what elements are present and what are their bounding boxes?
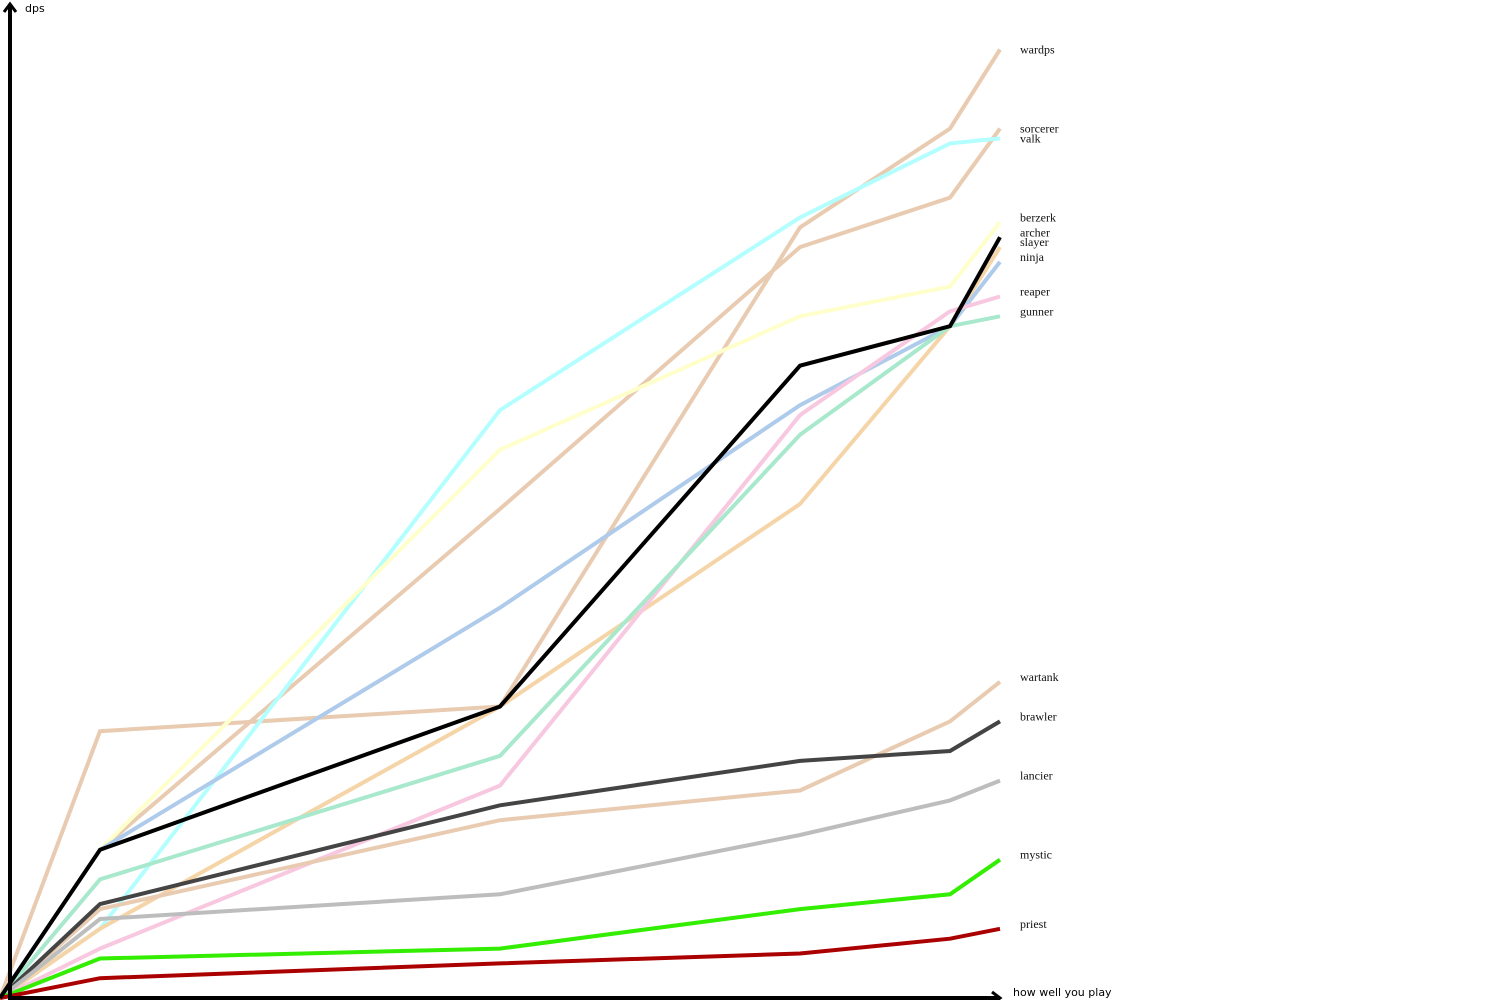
series-label-gunner: gunner [1020, 304, 1053, 318]
series-line-ninja [0, 260, 1002, 1000]
series-label-berzerk: berzerk [1020, 211, 1056, 225]
series-label-lancier: lancier [1020, 769, 1053, 783]
y-axis-arrow-icon [2, 1, 18, 13]
series-label-wardps: wardps [1020, 43, 1055, 57]
series-label-priest: priest [1020, 917, 1047, 931]
series-line-valk [0, 136, 1001, 1000]
series-line-mystic [0, 858, 1002, 1000]
series-label-brawler: brawler [1020, 709, 1057, 723]
series-line-berzerk [0, 221, 1002, 1000]
axes: dps how well you play [2, 1, 1112, 1000]
series-label-sorcerer: sorcerer [1020, 122, 1059, 136]
series-label-reaper: reaper [1020, 285, 1050, 299]
series-label-ninja: ninja [1020, 250, 1045, 264]
series-label-slayer: slayer [1020, 235, 1049, 249]
series-label-valk: valk [1020, 131, 1041, 145]
series-line-lancier [0, 778, 1001, 1000]
series-line-priest [0, 926, 1001, 1000]
series-line-gunner [0, 314, 1001, 1000]
series-line-brawler [0, 719, 1002, 1000]
series-line-wartank [0, 680, 1002, 1000]
x-axis-label: how well you play [1013, 986, 1112, 999]
series-line-slayer [0, 246, 1002, 1000]
series-line-wardps [0, 48, 1002, 999]
x-axis-arrow-icon [991, 990, 1003, 1000]
series-label-mystic: mystic [1020, 848, 1052, 862]
y-axis-label: dps [25, 2, 45, 15]
series-label-archer: archer [1020, 225, 1050, 239]
series-layer [0, 48, 1002, 1000]
series-line-sorcerer [0, 127, 1002, 1000]
series-label-wartank: wartank [1020, 670, 1059, 684]
series-line-archer [0, 236, 1002, 1000]
